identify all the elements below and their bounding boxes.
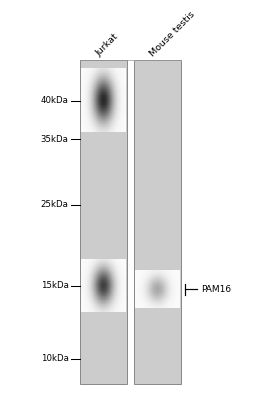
Text: 10kDa: 10kDa — [41, 354, 68, 363]
Bar — [134, 60, 181, 384]
Text: Jurkat: Jurkat — [95, 32, 121, 58]
Text: 40kDa: 40kDa — [41, 96, 68, 105]
Text: PAM16: PAM16 — [201, 285, 231, 294]
Text: 15kDa: 15kDa — [41, 281, 68, 290]
Text: Mouse testis: Mouse testis — [149, 10, 197, 58]
Text: 25kDa: 25kDa — [41, 200, 68, 209]
Text: 35kDa: 35kDa — [41, 135, 68, 144]
Bar — [80, 60, 127, 384]
